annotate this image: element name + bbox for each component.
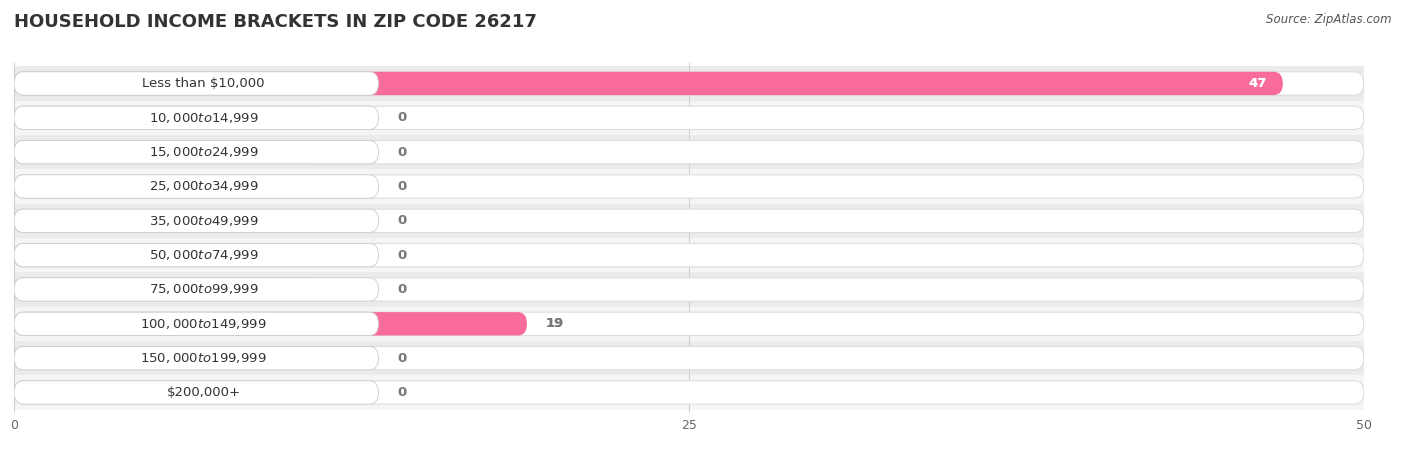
FancyBboxPatch shape [14,243,1364,267]
FancyBboxPatch shape [14,381,1364,404]
Text: 0: 0 [398,352,406,365]
FancyBboxPatch shape [14,278,378,301]
Bar [0,169,1406,204]
FancyBboxPatch shape [14,72,1282,95]
Text: 19: 19 [546,317,564,330]
Text: $75,000 to $99,999: $75,000 to $99,999 [149,282,259,296]
FancyBboxPatch shape [14,278,323,301]
FancyBboxPatch shape [14,381,378,404]
FancyBboxPatch shape [14,312,378,335]
Bar [0,375,1406,409]
Bar [0,272,1406,307]
FancyBboxPatch shape [14,209,323,233]
FancyBboxPatch shape [14,106,378,129]
Text: $150,000 to $199,999: $150,000 to $199,999 [141,351,267,365]
Text: $10,000 to $14,999: $10,000 to $14,999 [149,111,259,125]
Bar [0,135,1406,169]
Bar [0,66,1406,101]
FancyBboxPatch shape [14,312,527,335]
Text: 0: 0 [398,145,406,158]
Text: 19: 19 [546,317,564,330]
Text: $25,000 to $34,999: $25,000 to $34,999 [149,180,259,194]
FancyBboxPatch shape [14,347,378,370]
FancyBboxPatch shape [14,106,323,129]
Bar [0,307,1406,341]
Text: 0: 0 [398,283,406,296]
Bar [0,238,1406,272]
Text: $50,000 to $74,999: $50,000 to $74,999 [149,248,259,262]
Bar [0,101,1406,135]
FancyBboxPatch shape [14,175,323,198]
FancyBboxPatch shape [14,381,323,404]
FancyBboxPatch shape [14,243,323,267]
FancyBboxPatch shape [14,209,1364,233]
Text: HOUSEHOLD INCOME BRACKETS IN ZIP CODE 26217: HOUSEHOLD INCOME BRACKETS IN ZIP CODE 26… [14,13,537,31]
Bar [0,341,1406,375]
Bar [0,204,1406,238]
Text: 47: 47 [1249,77,1267,90]
FancyBboxPatch shape [14,278,1364,301]
FancyBboxPatch shape [14,141,378,164]
Text: 0: 0 [398,386,406,399]
FancyBboxPatch shape [14,175,378,198]
FancyBboxPatch shape [14,312,1364,335]
FancyBboxPatch shape [14,72,1282,95]
FancyBboxPatch shape [14,347,1364,370]
FancyBboxPatch shape [14,175,1364,198]
Text: 0: 0 [398,214,406,227]
Text: Source: ZipAtlas.com: Source: ZipAtlas.com [1267,13,1392,26]
FancyBboxPatch shape [14,106,1364,129]
Text: $200,000+: $200,000+ [166,386,240,399]
Text: $15,000 to $24,999: $15,000 to $24,999 [149,145,259,159]
FancyBboxPatch shape [14,312,527,335]
Text: 0: 0 [398,111,406,124]
FancyBboxPatch shape [14,141,1364,164]
FancyBboxPatch shape [14,347,323,370]
Text: $100,000 to $149,999: $100,000 to $149,999 [141,317,267,331]
FancyBboxPatch shape [14,209,378,233]
Text: 0: 0 [398,249,406,262]
Text: Less than $10,000: Less than $10,000 [142,77,264,90]
FancyBboxPatch shape [14,72,1364,95]
Text: 0: 0 [398,180,406,193]
FancyBboxPatch shape [14,72,378,95]
Text: 47: 47 [1249,77,1267,90]
Text: $35,000 to $49,999: $35,000 to $49,999 [149,214,259,228]
FancyBboxPatch shape [14,243,378,267]
FancyBboxPatch shape [14,141,323,164]
